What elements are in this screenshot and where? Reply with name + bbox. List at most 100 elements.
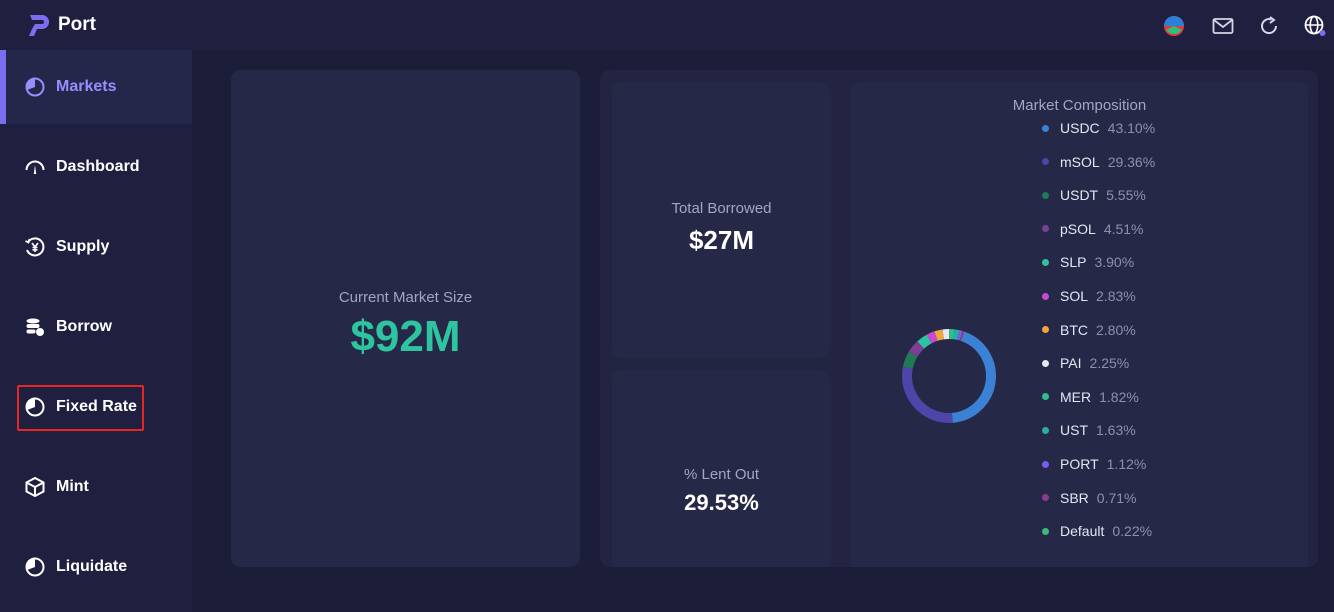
legend-pct: 3.90% (1094, 254, 1135, 271)
sidebar-item-mint[interactable]: Mint (0, 450, 192, 524)
total-borrowed-title: Total Borrowed (671, 200, 772, 217)
legend-dot (1042, 225, 1049, 233)
port-logo-icon[interactable] (26, 12, 52, 38)
sidebar-item-supply[interactable]: Supply (0, 210, 192, 284)
sidebar-item-liquidate[interactable]: Liquidate (0, 530, 192, 604)
sidebar-item-fixed-rate[interactable]: Fixed Rate (0, 370, 192, 444)
legend-pct: 43.10% (1107, 120, 1156, 136)
wallet-icon[interactable] (1162, 14, 1186, 38)
legend-pct: 1.63% (1096, 422, 1136, 439)
legend-dot (1042, 460, 1049, 468)
pie-chart-icon (25, 397, 45, 417)
legend-item-usdc: USDC 43.10% (1042, 118, 1155, 138)
legend-pct: 0.22% (1112, 523, 1153, 540)
sidebar: Markets Dashboard Supply Borrow Fixed Ra… (0, 50, 192, 612)
legend-item-sol: SOL 2.83% (1042, 286, 1136, 306)
market-size-card: Current Market Size $92M (231, 70, 580, 567)
legend-name: USDT (1060, 187, 1099, 204)
sidebar-item-label: Dashboard (56, 158, 140, 175)
donut-slice-btc[interactable] (934, 329, 945, 341)
legend-name: BTC (1060, 321, 1088, 338)
legend-item-btc: BTC 2.80% (1042, 320, 1136, 340)
donut-slice-port[interactable] (957, 330, 963, 341)
legend-dot (1042, 292, 1049, 300)
legend-dot (1042, 191, 1049, 199)
mail-icon[interactable] (1211, 14, 1235, 38)
legend-pct: 2.80% (1096, 321, 1136, 338)
legend-item-ust: UST 1.63% (1042, 420, 1136, 440)
sidebar-item-label: Supply (56, 238, 110, 255)
sidebar-item-label: Borrow (56, 318, 112, 335)
legend-name: mSOL (1060, 153, 1100, 170)
legend-dot (1042, 124, 1049, 132)
donut-slice-ust[interactable] (953, 329, 960, 340)
donut-slice-sol[interactable] (926, 331, 938, 344)
legend-name: SBR (1060, 489, 1089, 506)
legend-pct: 5.55% (1106, 187, 1146, 204)
legend-name: Default (1060, 523, 1105, 540)
total-borrowed-value: $27M (688, 225, 755, 255)
donut-slice-usdt[interactable] (902, 351, 918, 369)
legend-pct: 1.82% (1099, 388, 1139, 405)
cube-icon (25, 476, 45, 498)
legend-item-psol: pSOL 4.51% (1042, 219, 1144, 239)
gauge-icon (25, 160, 45, 174)
donut-slice-slp[interactable] (917, 334, 932, 349)
legend-dot (1042, 359, 1049, 367)
legend-name: MER (1060, 388, 1092, 405)
top-bar: Port (0, 0, 1334, 50)
sidebar-item-label: Fixed Rate (56, 398, 137, 415)
donut-slice-psol[interactable] (908, 341, 925, 357)
legend-item-slp: SLP 3.90% (1042, 252, 1134, 272)
sidebar-item-markets[interactable]: Markets (0, 50, 192, 124)
legend-name: USDC (1060, 120, 1100, 136)
legend-name: SOL (1060, 288, 1089, 304)
total-borrowed-card: Total Borrowed $27M (612, 82, 831, 358)
legend-name: pSOL (1060, 220, 1096, 237)
pie-chart-icon (25, 557, 45, 577)
composition-title: Market Composition (1012, 97, 1147, 114)
pie-chart-icon (25, 77, 45, 97)
legend-name: UST (1060, 422, 1088, 439)
legend-name: SLP (1060, 254, 1087, 271)
legend-item-msol: mSOL 29.36% (1042, 152, 1155, 172)
legend-item-pai: PAI 2.25% (1042, 353, 1129, 373)
composition-donut-chart (902, 329, 996, 423)
legend-item-mer: MER 1.82% (1042, 387, 1139, 407)
market-size-title: Current Market Size (338, 289, 473, 306)
legend-item-port: PORT 1.12% (1042, 454, 1146, 474)
sidebar-item-label: Mint (56, 478, 89, 495)
donut-slice-sbr[interactable] (959, 330, 965, 342)
legend-pct: 2.83% (1096, 288, 1136, 304)
donut-slice-usdc[interactable] (951, 331, 996, 423)
yen-coin-icon (25, 237, 45, 257)
legend-item-sbr: SBR 0.71% (1042, 488, 1137, 508)
legend-pct: 4.51% (1103, 220, 1144, 237)
lent-out-value: 29.53% (684, 490, 759, 515)
lent-out-card: % Lent Out 29.53% (612, 370, 831, 567)
market-size-value: $92M (350, 312, 461, 361)
refresh-icon[interactable] (1257, 14, 1281, 38)
legend-dot (1042, 527, 1049, 535)
legend-item-usdt: USDT 5.55% (1042, 185, 1146, 205)
sidebar-item-dashboard[interactable]: Dashboard (0, 130, 192, 204)
legend-item-default: Default 0.22% (1042, 521, 1152, 541)
sidebar-item-borrow[interactable]: Borrow (0, 290, 192, 364)
legend-dot (1042, 326, 1049, 334)
donut-slice-msol[interactable] (902, 366, 953, 423)
coins-stack-icon (26, 318, 44, 336)
sidebar-item-label: Liquidate (56, 558, 128, 575)
sidebar-item-label: Markets (56, 78, 117, 95)
legend-dot (1042, 158, 1049, 166)
legend-dot (1042, 426, 1049, 434)
legend-pct: 2.25% (1089, 355, 1130, 372)
legend-pct: 1.12% (1106, 456, 1147, 472)
legend-dot (1042, 494, 1049, 502)
lent-out-title: % Lent Out (683, 466, 760, 483)
legend-name: PORT (1060, 456, 1099, 472)
legend-pct: 29.36% (1107, 153, 1156, 170)
legend-dot (1042, 393, 1049, 401)
globe-icon[interactable] (1303, 14, 1327, 38)
legend-name: PAI (1060, 355, 1082, 372)
legend-pct: 0.71% (1096, 489, 1137, 506)
